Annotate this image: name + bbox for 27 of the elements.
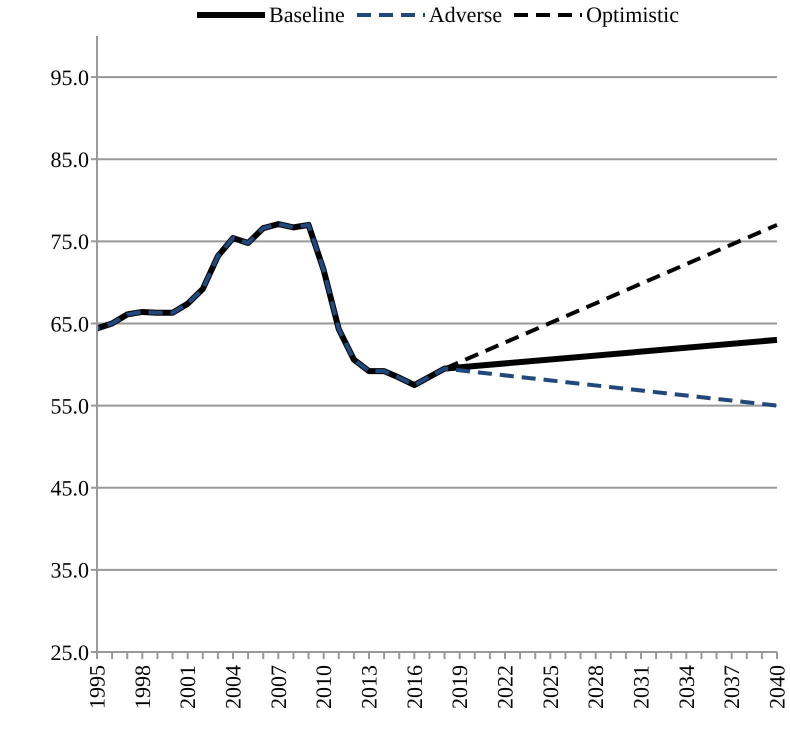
- y-tick-label: 65.0: [50, 311, 89, 336]
- y-tick-label: 35.0: [50, 558, 89, 583]
- legend-label: Baseline: [269, 2, 345, 28]
- x-tick-label: 1998: [130, 665, 155, 709]
- y-tick-label: 75.0: [50, 229, 89, 254]
- x-tick-label: 2019: [447, 665, 472, 709]
- x-tick-label: 2034: [674, 665, 699, 709]
- x-tick-label: 2016: [402, 665, 427, 709]
- y-tick-label: 85.0: [50, 147, 89, 172]
- x-tick-label: 2037: [719, 665, 744, 709]
- legend-label: Optimistic: [586, 2, 679, 28]
- x-tick-label: 2001: [175, 665, 200, 709]
- x-tick-label: 2010: [311, 665, 336, 709]
- x-tick-label: 1995: [84, 665, 110, 709]
- x-tick-label: 2022: [492, 665, 518, 709]
- x-tick-label: 2031: [628, 665, 654, 709]
- y-tick-label: 95.0: [50, 64, 89, 90]
- x-tick-label: 2013: [356, 665, 382, 709]
- y-tick-label: 45.0: [50, 476, 89, 501]
- legend-label: Adverse: [428, 2, 502, 28]
- x-tick-label: 2025: [538, 665, 563, 709]
- x-tick-label: 2040: [764, 665, 790, 709]
- y-tick-label: 55.0: [50, 393, 89, 418]
- x-tick-label: 2004: [220, 665, 246, 709]
- x-tick-label: 2007: [266, 665, 291, 709]
- x-tick-label: 2028: [583, 665, 608, 709]
- y-tick-label: 25.0: [50, 640, 89, 665]
